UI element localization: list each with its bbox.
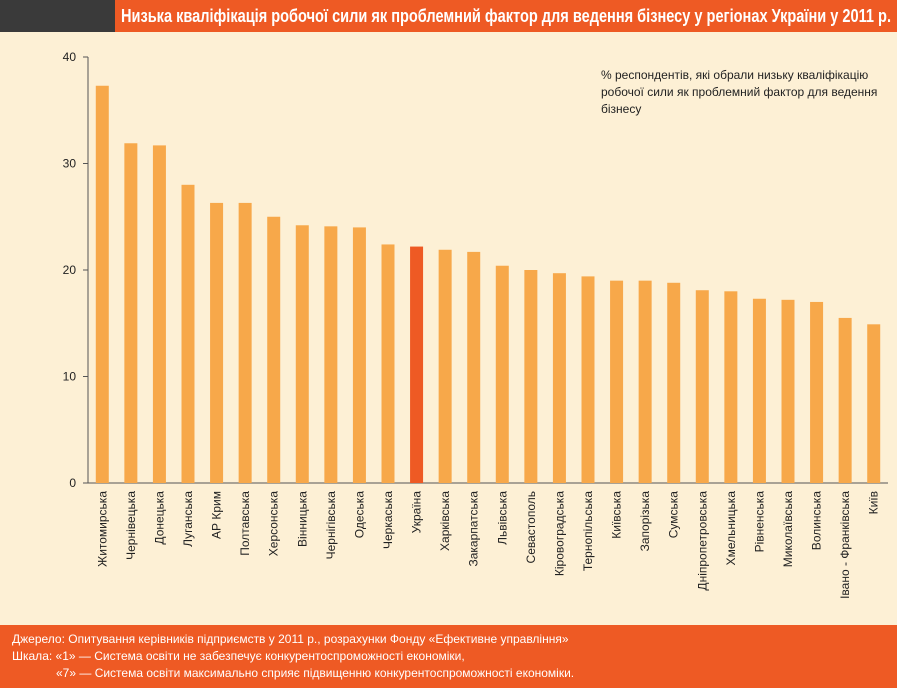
x-tick-label: Миколаївська	[781, 491, 795, 568]
bar	[467, 251, 481, 483]
title-block	[0, 0, 115, 32]
x-tick-label: АР Крим	[210, 491, 224, 539]
bar	[324, 226, 338, 483]
x-tick-label: Хмельницька	[724, 491, 738, 566]
bar	[238, 202, 252, 483]
bar	[838, 317, 852, 483]
bar	[810, 301, 824, 483]
annotation: бізнесу	[601, 102, 641, 116]
x-tick-label: Житомирська	[95, 491, 109, 567]
x-tick-label: Севастополь	[524, 491, 538, 563]
x-tick-label: Київська	[610, 491, 624, 539]
x-tick-label: Київ	[867, 491, 881, 514]
chart-title: Низька кваліфікація робочої сили як проб…	[121, 6, 891, 26]
bar	[210, 202, 224, 483]
y-tick-label: 0	[69, 476, 76, 490]
bar	[638, 280, 652, 483]
x-tick-label: Рівненська	[752, 491, 766, 553]
x-tick-label: Вінницька	[295, 491, 309, 547]
y-tick-label: 40	[63, 50, 77, 64]
x-tick-label: Україна	[410, 491, 424, 534]
x-tick-label: Полтавська	[238, 491, 252, 556]
bar	[124, 143, 138, 483]
bar	[610, 280, 624, 483]
x-tick-label: Волинська	[810, 491, 824, 551]
annotation: робочої сили як проблемний фактор для ве…	[601, 85, 877, 99]
x-tick-label: Чернівецька	[124, 491, 138, 560]
title-bar	[115, 0, 897, 32]
y-tick-label: 10	[63, 370, 77, 384]
bar	[581, 276, 595, 483]
bar	[781, 299, 795, 483]
x-tick-label: Харківська	[438, 491, 452, 551]
x-tick-label: Херсонська	[267, 491, 281, 557]
bar	[552, 273, 566, 483]
footer-text: Джерело: Опитування керівників підприємс…	[12, 632, 569, 646]
x-tick-label: Черкаська	[381, 491, 395, 549]
footer-text: Шкала: «1» — Система освіти не забезпечу…	[12, 649, 465, 663]
annotation: % респондентів, які обрали низьку кваліф…	[601, 68, 868, 82]
x-tick-label: Кіровоградська	[552, 491, 566, 576]
x-tick-label: Запорізька	[638, 491, 652, 552]
bar	[695, 290, 709, 483]
bar	[95, 85, 109, 483]
footer-bar	[0, 625, 897, 688]
x-tick-label: Івано - Франківська	[838, 491, 852, 599]
bar	[410, 246, 424, 483]
bar	[267, 216, 281, 483]
x-tick-label: Чернігівська	[324, 491, 338, 560]
y-tick-label: 20	[63, 263, 77, 277]
bar	[352, 227, 366, 483]
bar	[667, 282, 681, 483]
x-tick-label: Тернопільська	[581, 491, 595, 571]
bar	[438, 249, 452, 483]
bar	[181, 184, 195, 484]
x-tick-label: Львівська	[495, 491, 509, 545]
x-tick-label: Одеська	[352, 491, 366, 539]
x-tick-label: Дніпропетровська	[695, 491, 709, 591]
bar	[524, 270, 538, 483]
bar	[152, 145, 166, 483]
x-tick-label: Закарпатська	[467, 491, 481, 567]
x-tick-label: Луганська	[181, 491, 195, 547]
y-tick-label: 30	[63, 157, 77, 171]
bar	[381, 244, 395, 483]
bar	[295, 225, 309, 483]
bar	[724, 291, 738, 483]
footer-text: «7» — Система освіти максимально сприяє …	[56, 666, 574, 680]
bar	[752, 298, 766, 483]
x-tick-label: Сумська	[667, 491, 681, 539]
bar	[867, 324, 881, 483]
bar	[495, 265, 509, 483]
x-tick-label: Донецька	[152, 491, 166, 545]
